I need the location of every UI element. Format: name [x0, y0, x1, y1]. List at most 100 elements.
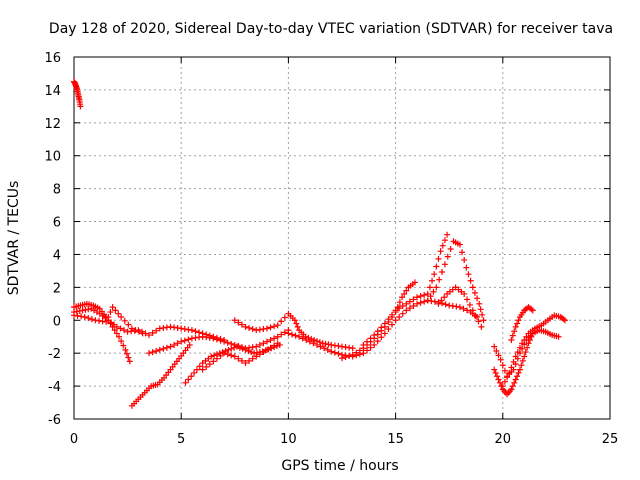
data-point: [231, 353, 238, 360]
data-point: [374, 328, 381, 335]
data-point: [238, 357, 245, 364]
data-point: [77, 103, 84, 110]
data-point: [256, 341, 263, 348]
data-point: [392, 307, 399, 314]
data-point: [291, 317, 298, 324]
data-point: [228, 345, 235, 352]
data-point: [477, 306, 484, 313]
data-point: [306, 338, 313, 345]
data-point: [233, 343, 240, 350]
x-tick-label: 20: [495, 432, 512, 447]
data-point: [364, 347, 371, 354]
data-point: [467, 277, 474, 284]
series-arc-b: [71, 300, 133, 365]
data-point: [221, 350, 228, 357]
data-point: [109, 304, 116, 311]
data-point: [521, 337, 528, 344]
data-point: [509, 383, 516, 390]
data-point: [105, 313, 112, 320]
data-point: [191, 369, 198, 376]
data-point: [504, 374, 511, 381]
data-point: [512, 323, 519, 330]
data-point: [136, 328, 143, 335]
data-point: [213, 336, 220, 343]
data-point: [231, 317, 238, 324]
series-arc-q: [499, 312, 568, 390]
data-point: [185, 376, 192, 383]
data-point: [316, 339, 323, 346]
data-point: [396, 305, 403, 312]
data-point: [429, 277, 436, 284]
data-point: [501, 378, 508, 385]
data-point: [317, 343, 324, 350]
x-tick-label: 15: [387, 432, 404, 447]
data-point: [339, 355, 345, 362]
data-point: [441, 261, 448, 268]
series-arc-e: [128, 341, 193, 409]
data-point: [401, 290, 408, 297]
data-point: [324, 346, 331, 353]
data-point: [271, 335, 278, 342]
data-point: [112, 307, 119, 314]
data-point: [441, 237, 448, 244]
data-point: [411, 279, 418, 286]
data-point: [461, 256, 468, 263]
data-point: [274, 340, 281, 347]
data-point: [495, 352, 502, 359]
data-point: [441, 294, 448, 301]
data-point: [188, 373, 195, 380]
data-point: [459, 249, 466, 256]
data-point: [465, 271, 472, 278]
data-point: [464, 307, 471, 314]
data-point: [126, 358, 133, 365]
data-point: [508, 337, 515, 344]
data-point: [274, 322, 281, 329]
data-point: [399, 303, 406, 310]
data-point: [439, 269, 446, 276]
data-point: [217, 352, 224, 359]
data-point: [271, 323, 278, 330]
data-point: [371, 332, 378, 339]
data-point: [514, 320, 521, 327]
data-point: [221, 338, 228, 345]
data-point: [235, 355, 242, 362]
data-point: [208, 353, 215, 360]
data-point: [356, 347, 363, 354]
data-point: [529, 307, 536, 314]
data-point: [515, 369, 522, 376]
data-point: [437, 248, 444, 255]
data-point: [149, 329, 156, 336]
data-point: [414, 294, 421, 301]
data-points: [71, 78, 568, 409]
series-arc-h: [199, 340, 281, 373]
data-point: [235, 319, 242, 326]
data-point: [88, 316, 95, 323]
data-point: [263, 338, 270, 345]
x-tick-label: 25: [602, 432, 619, 447]
data-point: [491, 366, 498, 373]
data-point: [293, 320, 300, 327]
data-point: [499, 383, 506, 390]
data-point: [528, 333, 535, 340]
data-point: [146, 350, 153, 357]
data-point: [353, 349, 360, 356]
data-point: [433, 263, 440, 270]
data-point: [417, 293, 424, 300]
data-point: [518, 362, 525, 369]
data-point: [522, 349, 529, 356]
data-point: [274, 333, 281, 340]
data-point: [524, 344, 531, 351]
data-point: [385, 316, 392, 323]
data-point: [120, 342, 127, 349]
data-point: [349, 351, 356, 358]
data-point: [512, 376, 519, 383]
data-point: [555, 333, 562, 340]
grid-lines: [74, 57, 610, 419]
y-tick-label: 12: [44, 117, 61, 132]
data-point: [519, 340, 526, 347]
data-point: [427, 293, 434, 300]
data-point: [480, 317, 487, 324]
data-point: [245, 347, 252, 354]
data-point: [193, 366, 200, 373]
data-point: [430, 288, 437, 295]
